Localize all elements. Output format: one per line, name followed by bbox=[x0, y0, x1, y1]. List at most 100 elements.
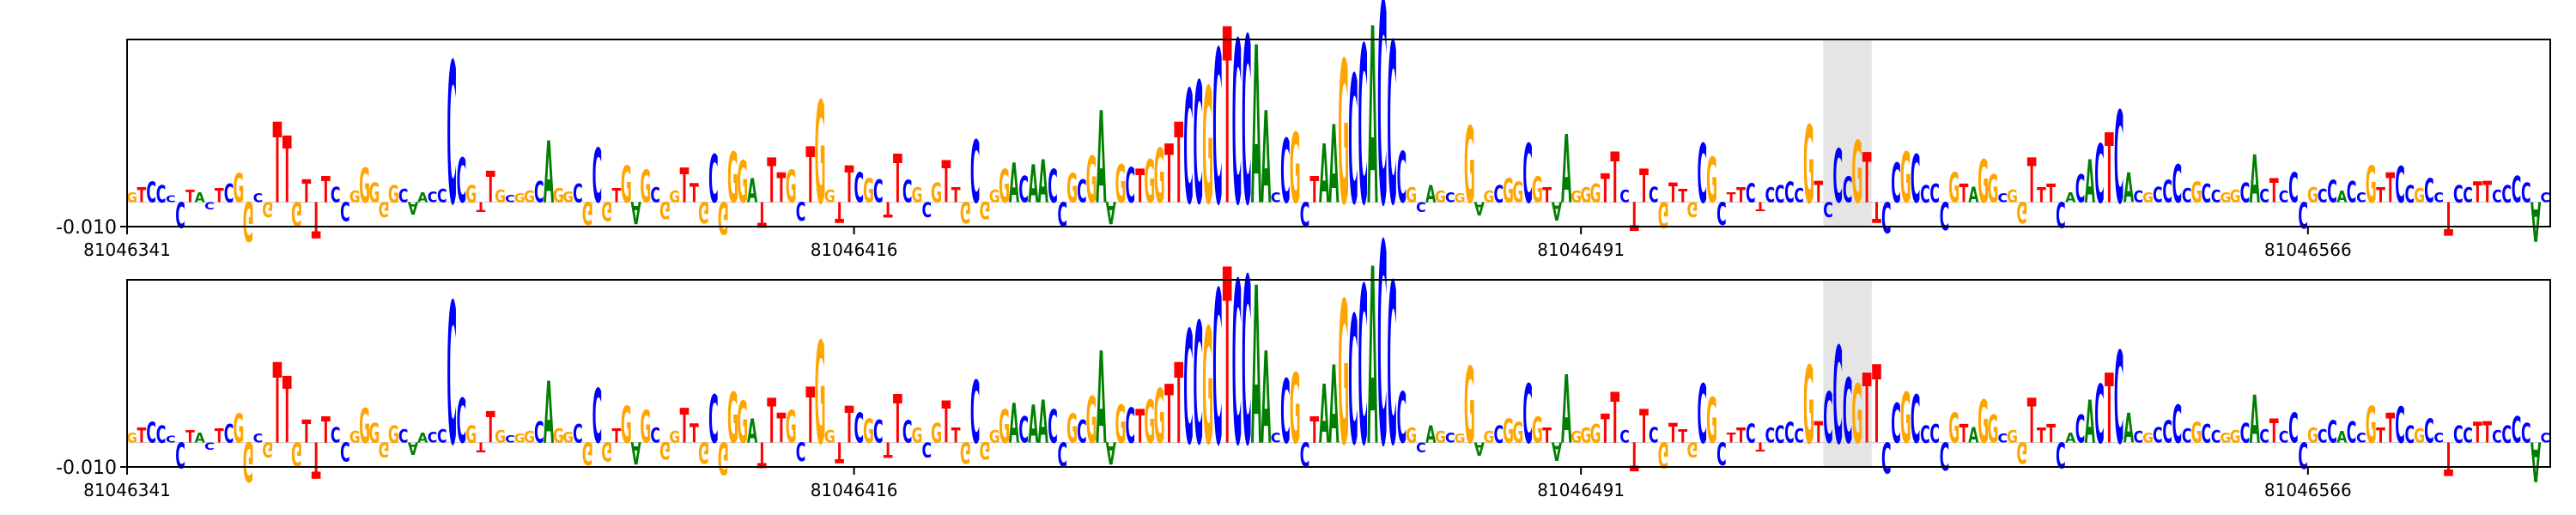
logo-letter: G bbox=[349, 429, 361, 447]
logo-letter: T bbox=[612, 425, 622, 448]
logo-letter: G bbox=[698, 435, 709, 470]
logo-letter: C bbox=[573, 421, 583, 450]
logo-letter: G bbox=[126, 190, 137, 206]
logo-letter: C bbox=[1794, 185, 1804, 208]
logo-letter: A bbox=[1561, 357, 1571, 465]
logo-letter: C bbox=[2075, 167, 2086, 211]
logo-letter: G bbox=[368, 178, 380, 209]
logo-letter: C bbox=[1833, 321, 1844, 476]
logo-letter: G bbox=[582, 195, 593, 232]
logo-letter: A bbox=[544, 363, 554, 463]
logo-letter: G bbox=[815, 313, 826, 476]
logo-letter: G bbox=[465, 421, 477, 449]
logo-letter: C bbox=[156, 421, 167, 449]
logo-letter: T bbox=[845, 156, 854, 215]
logo-letter: C bbox=[428, 429, 438, 446]
x-tick-label: 81046416 bbox=[811, 480, 898, 500]
logo-letter: C bbox=[1833, 136, 1844, 221]
logo-letter: C bbox=[534, 176, 544, 210]
logo-letter: G bbox=[2016, 195, 2027, 229]
logo-letter: C bbox=[2512, 171, 2522, 212]
logo-letter: C bbox=[2395, 158, 2405, 215]
logo-letter: A bbox=[2530, 430, 2541, 494]
logo-letter: A bbox=[1106, 435, 1117, 470]
logo-letter: T bbox=[215, 425, 224, 448]
logo-letter: A bbox=[1552, 196, 1562, 225]
logo-letter: A bbox=[1552, 436, 1562, 465]
logo-letter: C bbox=[2162, 174, 2172, 209]
logo-letter: G bbox=[1512, 417, 1523, 450]
logo-letter: C bbox=[146, 417, 156, 450]
logo-letter: G bbox=[989, 427, 1000, 447]
x-tick-label: 81046416 bbox=[811, 239, 898, 260]
logo-letter: A bbox=[1561, 117, 1571, 225]
logo-letter: G bbox=[1978, 388, 1989, 457]
logo-letter: C bbox=[166, 195, 176, 205]
logo-letter: G bbox=[1202, 296, 1213, 482]
logo-letter: C bbox=[1271, 190, 1281, 206]
x-tick-label: 81046491 bbox=[1537, 239, 1625, 260]
logo-letter: C bbox=[2433, 190, 2444, 206]
logo-letter: C bbox=[1997, 191, 2008, 205]
logo-letter: G bbox=[1658, 193, 1669, 233]
logo-letter: C bbox=[1940, 433, 1950, 478]
logo-letter: C bbox=[1300, 195, 1310, 233]
logo-letter: G bbox=[1900, 379, 1911, 459]
x-tick-label: 81046341 bbox=[83, 480, 171, 500]
logo-letter: T bbox=[301, 414, 311, 451]
logo-letter: C bbox=[1212, 247, 1223, 493]
logo-letter: G bbox=[1803, 104, 1814, 227]
logo-letter: T bbox=[2444, 431, 2453, 484]
logo-letter: C bbox=[2153, 183, 2163, 208]
logo-letter: C bbox=[2133, 189, 2143, 207]
logo-letter: G bbox=[1948, 166, 1959, 213]
logo-letter: A bbox=[747, 172, 757, 209]
logo-letter: C bbox=[1445, 430, 1455, 446]
logo-letter: G bbox=[698, 195, 709, 229]
logo-letter: G bbox=[1948, 406, 1959, 453]
logo-letter: C bbox=[1522, 368, 1533, 463]
logo-letter: T bbox=[2037, 423, 2046, 447]
logo-letter: C bbox=[2114, 85, 2124, 233]
logo-letter: G bbox=[2230, 187, 2241, 207]
logo-letter: T bbox=[2385, 406, 2395, 453]
logo-letter: C bbox=[796, 196, 806, 225]
logo-letter: C bbox=[1077, 173, 1087, 210]
logo-letter: G bbox=[495, 427, 506, 447]
logo-letter: A bbox=[1251, 243, 1261, 495]
logo-letter: T bbox=[1959, 180, 1969, 209]
logo-letter: G bbox=[1503, 412, 1514, 450]
logo-letter: G bbox=[960, 195, 971, 229]
logo-letter: T bbox=[312, 190, 321, 247]
logo-letter: C bbox=[2240, 418, 2251, 450]
logo-letter: C bbox=[457, 387, 467, 458]
logo-letter: T bbox=[835, 435, 844, 468]
logo-letter: C bbox=[1765, 183, 1776, 207]
logo-letter: C bbox=[2347, 176, 2357, 210]
logo-letter: A bbox=[1367, 218, 1377, 500]
logo-letter: A bbox=[195, 430, 206, 446]
logo-letter: C bbox=[1920, 421, 1930, 449]
logo-letter: C bbox=[2521, 418, 2531, 450]
logo-letter: C bbox=[1018, 411, 1029, 452]
logo-letter: C bbox=[2463, 423, 2473, 447]
logo-letter: C bbox=[1823, 377, 1833, 459]
logo-letter: G bbox=[1658, 433, 1669, 474]
logo-letter: G bbox=[659, 196, 671, 223]
logo-letter: A bbox=[1038, 148, 1048, 216]
logo-letter: C bbox=[854, 406, 864, 453]
logo-letter: T bbox=[1630, 192, 1639, 239]
logo-letter: G bbox=[1464, 107, 1475, 227]
logo-letter: C bbox=[2114, 325, 2124, 473]
logo-letter: T bbox=[2444, 191, 2453, 244]
logo-letter: T bbox=[1223, 220, 1232, 501]
logo-letter: C bbox=[224, 180, 234, 209]
logo-letter: G bbox=[2191, 417, 2202, 450]
logo-letter: T bbox=[137, 423, 147, 447]
logo-letter: T bbox=[301, 173, 311, 210]
logo-letter: G bbox=[562, 429, 574, 446]
logo-letter: G bbox=[1687, 197, 1698, 221]
logo-letter: T bbox=[1727, 430, 1736, 446]
logo-letter: C bbox=[1194, 47, 1204, 242]
logo-letter: G bbox=[863, 412, 874, 450]
